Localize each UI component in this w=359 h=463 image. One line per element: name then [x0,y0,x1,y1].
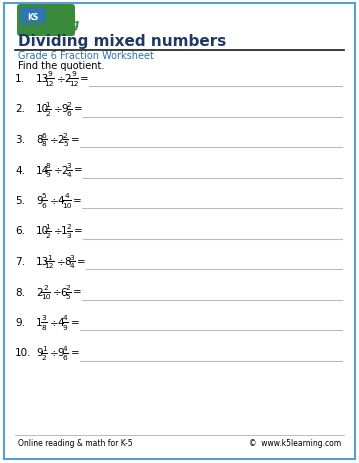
Text: 14: 14 [36,165,49,175]
Text: 9: 9 [61,104,68,114]
Text: ÷: ÷ [53,226,62,236]
Text: 7.: 7. [15,257,25,266]
Text: ÷: ÷ [53,287,61,297]
Text: 9: 9 [46,172,50,178]
Text: Find the quotient.: Find the quotient. [18,61,104,71]
Text: 3: 3 [67,232,71,238]
Text: 3: 3 [70,254,74,260]
Text: 2.: 2. [15,104,25,114]
Text: 3: 3 [67,163,71,169]
Text: 3.: 3. [15,135,25,144]
Text: 1.: 1. [15,74,25,84]
Text: 6: 6 [63,354,68,360]
Text: 12: 12 [45,263,54,269]
Text: =: = [74,165,83,175]
Text: 9.: 9. [15,317,25,327]
Text: 2: 2 [66,284,71,290]
Text: =: = [70,348,79,358]
Text: Learning: Learning [22,18,80,31]
Text: 8: 8 [64,257,71,266]
Text: 4.: 4. [15,165,25,175]
Text: 6.: 6. [15,226,25,236]
Text: ÷: ÷ [50,317,59,327]
Text: 6: 6 [60,287,67,297]
Text: 5: 5 [66,294,70,300]
Text: 4: 4 [63,345,67,351]
Text: =: = [70,135,79,144]
Text: 1: 1 [46,102,50,108]
Text: =: = [80,74,89,84]
Text: 2: 2 [46,232,50,238]
Text: 8: 8 [42,324,46,330]
Text: 4: 4 [67,172,71,178]
Text: 4: 4 [64,193,69,199]
Text: 5: 5 [42,193,46,199]
Text: =: = [73,195,82,206]
Text: ÷: ÷ [56,257,65,266]
Text: =: = [77,257,86,266]
Text: 1: 1 [47,254,52,260]
Text: 2: 2 [67,102,71,108]
Text: 4: 4 [63,315,67,321]
Text: =: = [74,104,83,114]
Text: KS: KS [27,13,39,22]
Text: 6: 6 [42,202,46,208]
Text: 5: 5 [63,141,67,147]
Text: 9: 9 [63,324,68,330]
Text: 5.: 5. [15,195,25,206]
Text: =: = [70,317,79,327]
Text: 1: 1 [61,226,68,236]
Text: 10: 10 [41,294,50,300]
Text: =: = [73,287,82,297]
Text: 2: 2 [46,111,50,117]
Text: 12: 12 [69,80,78,86]
Text: 2: 2 [57,135,64,144]
Text: 13: 13 [36,257,49,266]
FancyBboxPatch shape [20,8,46,27]
Text: Dividing mixed numbers: Dividing mixed numbers [18,34,226,49]
Text: 6: 6 [42,132,46,138]
Text: 9: 9 [71,71,76,77]
Text: 9: 9 [47,71,52,77]
Text: 3: 3 [42,315,46,321]
Text: ÷: ÷ [53,165,62,175]
Text: 2: 2 [67,224,71,230]
Text: 2: 2 [36,287,43,297]
Text: 9: 9 [57,348,64,358]
Text: 9: 9 [36,348,43,358]
Text: 2: 2 [63,132,68,138]
Text: 12: 12 [45,80,54,86]
Text: 8: 8 [46,163,50,169]
Text: =: = [74,226,83,236]
Text: 2: 2 [64,74,71,84]
Text: ÷: ÷ [53,104,62,114]
Text: 4: 4 [70,263,74,269]
Text: 2: 2 [61,165,68,175]
Text: 10: 10 [36,104,49,114]
Text: 13: 13 [36,74,49,84]
Text: 10: 10 [36,226,49,236]
Text: 1: 1 [36,317,43,327]
Text: 4: 4 [57,317,64,327]
Text: 1: 1 [46,224,50,230]
Text: 6: 6 [67,111,71,117]
FancyBboxPatch shape [17,5,75,37]
Text: 9: 9 [36,195,43,206]
Text: 8: 8 [42,141,46,147]
Text: 8.: 8. [15,287,25,297]
Text: 4: 4 [57,195,64,206]
Text: ÷: ÷ [50,348,59,358]
Text: 1: 1 [42,345,46,351]
Text: 10.: 10. [15,348,32,358]
Text: 2: 2 [43,284,48,290]
Text: 10: 10 [62,202,71,208]
Text: 2: 2 [42,354,46,360]
Text: ÷: ÷ [56,74,65,84]
Text: ©  www.k5learning.com: © www.k5learning.com [249,438,341,448]
Text: ÷: ÷ [50,135,59,144]
Text: 8: 8 [36,135,43,144]
Text: Grade 6 Fraction Worksheet: Grade 6 Fraction Worksheet [18,51,154,61]
Text: Online reading & math for K-5: Online reading & math for K-5 [18,438,132,448]
Text: ÷: ÷ [50,195,59,206]
